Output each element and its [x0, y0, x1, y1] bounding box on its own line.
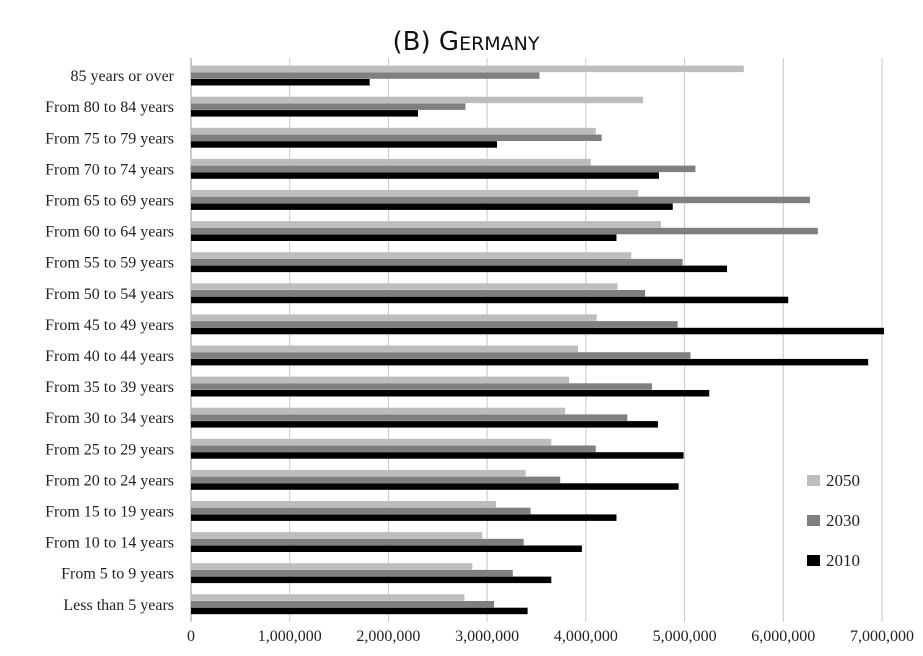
bar-2010 — [191, 327, 884, 335]
bar-2010 — [191, 390, 710, 397]
bar-2050 — [191, 376, 570, 384]
bar-2050 — [191, 314, 597, 321]
bar-2030 — [191, 227, 818, 235]
bar-2030 — [191, 134, 602, 141]
bar-2050 — [191, 594, 465, 601]
bar-2030 — [191, 72, 540, 79]
bar-2050 — [191, 283, 618, 290]
y-tick-label: From 80 to 84 years — [45, 99, 174, 116]
bar-2010 — [191, 172, 659, 179]
x-axis-labels: 0 1,000,000 2,000,000 3,000,000 4,000,000 5,0… — [187, 628, 914, 645]
bar-2030 — [191, 445, 596, 452]
bar-2030 — [191, 569, 513, 577]
y-tick-label: From 55 to 59 years — [45, 255, 174, 272]
x-tick-label: 0 — [187, 628, 195, 645]
x-tick-label: 3,000,000 — [455, 628, 519, 645]
bar-2050 — [191, 407, 566, 415]
bar-2030 — [191, 507, 531, 515]
legend-label: 2050 — [826, 471, 860, 490]
y-tick-label: From 70 to 74 years — [45, 161, 174, 178]
x-tick-label: 5,000,000 — [653, 628, 717, 645]
bar-2050 — [191, 501, 497, 508]
y-tick-label: From 45 to 49 years — [45, 317, 174, 334]
y-tick-label: From 50 to 54 years — [45, 286, 174, 303]
bar-2050 — [191, 563, 473, 570]
bar-2010 — [191, 203, 673, 210]
y-tick-label: 85 years or over — [70, 68, 174, 85]
bar-2030 — [191, 476, 561, 484]
bar-2010 — [191, 265, 728, 273]
legend-swatch-2010 — [807, 555, 820, 566]
bar-2010 — [191, 483, 679, 490]
bar-2010 — [191, 79, 370, 86]
legend: 2050 2030 2010 — [807, 471, 860, 570]
bar-2050 — [191, 127, 596, 135]
bar-2030 — [191, 103, 466, 110]
y-tick-label: From 65 to 69 years — [45, 192, 174, 209]
y-tick-label: From 10 to 14 years — [45, 535, 174, 552]
bar-2010 — [191, 607, 528, 615]
bar-2030 — [191, 352, 691, 359]
bar-2050 — [191, 65, 744, 73]
y-tick-label: From 25 to 29 years — [45, 441, 174, 458]
y-tick-label: From 20 to 24 years — [45, 472, 174, 489]
gridlines — [190, 58, 883, 622]
x-tick-label: 2,000,000 — [356, 628, 420, 645]
bar-2050 — [191, 96, 644, 104]
bars — [191, 65, 884, 615]
bar-2030 — [191, 196, 810, 204]
x-tick-label: 7,000,000 — [850, 628, 914, 645]
bar-2010 — [191, 110, 419, 117]
bar-2050 — [191, 532, 483, 539]
bar-2050 — [191, 469, 526, 477]
bar-2010 — [191, 141, 498, 148]
bar-2050 — [191, 190, 639, 197]
bar-2050 — [191, 158, 591, 166]
bar-2030 — [191, 258, 683, 266]
y-tick-label: From 5 to 9 years — [61, 566, 174, 583]
bar-2030 — [191, 601, 495, 608]
bar-2010 — [191, 358, 869, 366]
y-tick-label: Less than 5 years — [63, 597, 174, 614]
bar-2010 — [191, 421, 658, 428]
bar-2010 — [191, 234, 617, 241]
legend-swatch-2050 — [807, 475, 820, 486]
y-tick-label: From 60 to 64 years — [45, 224, 174, 241]
bar-2010 — [191, 514, 617, 521]
x-tick-label: 1,000,000 — [258, 628, 322, 645]
legend-label: 2010 — [826, 551, 860, 570]
x-tick-label: 6,000,000 — [751, 628, 815, 645]
bar-2010 — [191, 296, 789, 304]
y-axis-labels: 85 years or over From 80 to 84 years From … — [45, 68, 175, 614]
bar-2050 — [191, 438, 552, 446]
bar-2010 — [191, 452, 684, 459]
bar-2030 — [191, 165, 696, 173]
x-tick-label: 4,000,000 — [554, 628, 618, 645]
y-tick-label: From 40 to 44 years — [45, 348, 174, 365]
bar-2010 — [191, 576, 552, 584]
bar-2050 — [191, 252, 632, 259]
bar-2030 — [191, 321, 678, 328]
bar-2010 — [191, 545, 582, 552]
bar-2030 — [191, 538, 524, 546]
y-tick-label: From 15 to 19 years — [45, 503, 174, 520]
bar-2030 — [191, 414, 628, 421]
bar-2030 — [191, 383, 652, 390]
bar-2050 — [191, 221, 661, 228]
chart-title: (B) GERMANY — [393, 27, 540, 57]
y-tick-label: From 75 to 79 years — [45, 130, 174, 147]
bar-2030 — [191, 290, 646, 297]
bar-2050 — [191, 345, 578, 352]
y-tick-label: From 30 to 34 years — [45, 410, 174, 427]
y-tick-label: From 35 to 39 years — [45, 379, 174, 396]
legend-label: 2030 — [826, 511, 860, 530]
legend-swatch-2030 — [807, 515, 820, 526]
